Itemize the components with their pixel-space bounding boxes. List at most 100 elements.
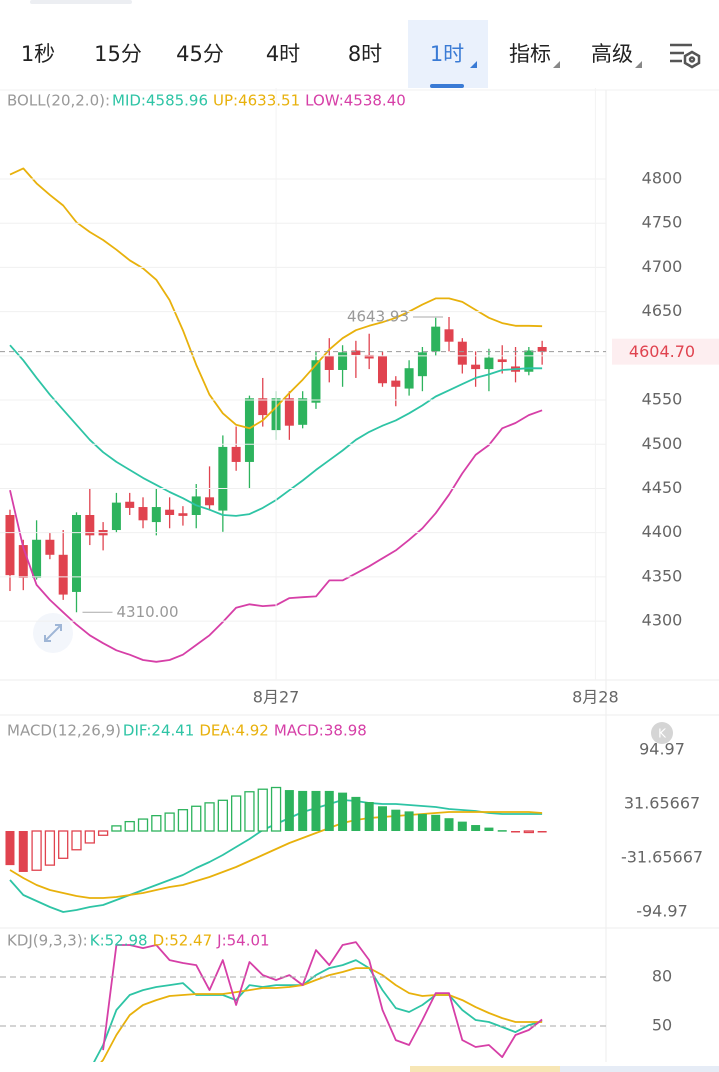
legend-entry: MACD:38.98	[274, 722, 367, 740]
histogram-bar	[257, 788, 268, 832]
y-tick-label: 4650	[642, 301, 683, 320]
candle-body	[431, 326, 441, 352]
extreme-label: 4643.93	[347, 307, 409, 325]
legend-entry: MID:4585.96	[112, 92, 208, 110]
histogram-bar	[177, 809, 189, 832]
tab[interactable]: 8时	[348, 42, 382, 66]
histogram-bar	[404, 811, 414, 832]
histogram-bar	[511, 831, 521, 833]
y-tick-label: -94.97	[636, 902, 688, 921]
legend-entry: LOW:4538.40	[305, 92, 406, 110]
histogram-bar	[137, 818, 149, 832]
plot-area	[93, 941, 543, 1062]
tab[interactable]: 45分	[176, 42, 224, 66]
tab[interactable]: 1秒	[21, 42, 55, 66]
histogram-bar	[431, 814, 441, 832]
tab-label: 8时	[348, 42, 382, 66]
histogram-bar	[417, 813, 427, 832]
legend-entry: UP:4633.51	[213, 92, 300, 110]
tab-label: 45分	[176, 42, 224, 66]
histogram-bar	[44, 830, 56, 866]
y-tick-label: 4700	[642, 257, 683, 276]
tab-label: 高级	[591, 42, 633, 66]
histogram-bar	[71, 830, 82, 851]
candle-body	[18, 545, 28, 578]
y-tick-label: 31.65667	[624, 794, 700, 813]
y-tick-label: 94.97	[639, 740, 685, 759]
y-tick-label: 4500	[642, 434, 683, 453]
candle-body	[404, 368, 414, 389]
candle-body	[5, 515, 15, 576]
histogram-bar	[151, 815, 162, 832]
candle-body	[45, 539, 55, 555]
histogram-bar	[444, 818, 454, 832]
candle-body	[85, 515, 95, 536]
series-line	[93, 959, 543, 1062]
candle-body	[32, 539, 42, 578]
extreme-label: 4310.00	[116, 603, 178, 621]
y-tick-label: 4550	[642, 390, 683, 409]
y-tick-label: 4400	[642, 522, 683, 541]
legend-title: BOLL(20,2.0):	[7, 92, 110, 110]
candle-body	[524, 350, 534, 372]
histogram-bar	[230, 795, 242, 832]
histogram-bar	[164, 812, 175, 832]
histogram-bar	[217, 799, 228, 832]
settings-icon[interactable]	[670, 43, 701, 69]
histogram-bar	[391, 809, 401, 832]
x-tick-label: 8月28	[572, 688, 619, 707]
legend-entry: J:54.01	[216, 932, 269, 950]
legend-title: KDJ(9,3,3):	[7, 932, 88, 950]
histogram-bar	[204, 802, 215, 832]
histogram-bar	[124, 820, 135, 832]
zoom-icon[interactable]	[33, 613, 73, 653]
bottom-strip	[560, 1066, 719, 1072]
tab[interactable]: 4时	[266, 42, 300, 66]
histogram-bar	[31, 830, 42, 871]
histogram-bar	[97, 830, 109, 836]
candle-body	[324, 355, 334, 370]
tab[interactable]: 15分	[94, 42, 142, 66]
tab[interactable]: 指标	[509, 42, 560, 68]
candle-body	[351, 350, 361, 355]
tab-label: 指标	[509, 42, 551, 66]
candle-body	[284, 398, 294, 426]
tab[interactable]: 高级	[591, 42, 642, 68]
candle-body	[178, 513, 188, 516]
plot-area	[5, 786, 547, 913]
collapse-badge[interactable]	[651, 722, 673, 744]
candle-body	[165, 509, 175, 516]
histogram-bar	[351, 796, 361, 832]
candle-body	[218, 446, 228, 511]
y-tick-label: 80	[652, 967, 672, 986]
histogram-bar	[537, 831, 547, 833]
histogram-bar	[244, 791, 255, 832]
candle-body	[471, 364, 481, 370]
legend-entry: D:52.47	[153, 932, 213, 950]
histogram-bar	[5, 831, 15, 866]
histogram-bar	[364, 802, 374, 832]
collapse-badge-label: K	[658, 727, 667, 741]
top-handle	[30, 0, 132, 4]
tab[interactable]: 1时	[408, 20, 488, 88]
candle-body	[311, 360, 321, 403]
plot-area	[5, 167, 547, 663]
candle-body	[497, 359, 507, 363]
candle-body	[417, 352, 427, 377]
tab-label: 1秒	[21, 42, 55, 66]
legend-entry: DIF:24.41	[123, 722, 194, 740]
series-line	[102, 941, 543, 1058]
candle-body	[391, 380, 401, 387]
histogram-bar	[471, 825, 481, 832]
candle-body	[364, 354, 374, 359]
tab-active-bg	[408, 20, 488, 88]
candle-body	[138, 507, 148, 521]
candle-body	[258, 398, 268, 416]
y-tick-label: 4350	[642, 566, 683, 585]
candle-body	[231, 446, 241, 462]
tab-label: 1时	[430, 42, 464, 66]
y-tick-label: 4750	[642, 213, 683, 232]
series-line	[100, 967, 543, 1062]
